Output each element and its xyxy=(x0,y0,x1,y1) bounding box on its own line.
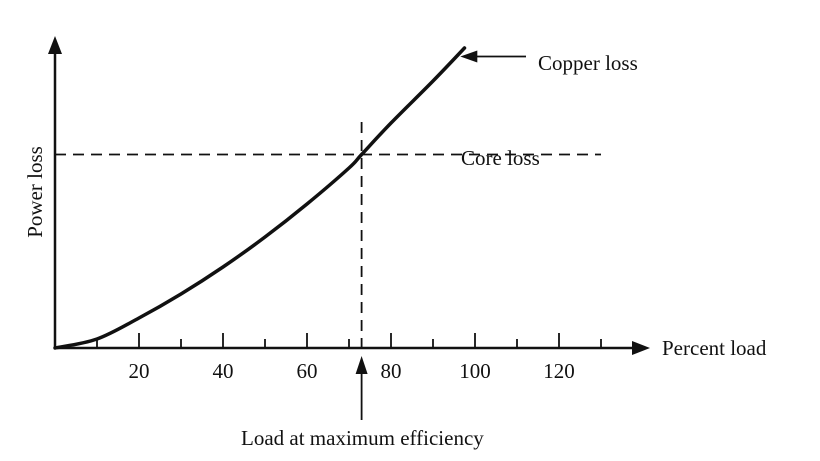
x-tick-label: 20 xyxy=(129,359,150,383)
x-tick-label: 40 xyxy=(213,359,234,383)
x-axis-label: Percent load xyxy=(662,336,767,360)
max-efficiency-arrow-head xyxy=(355,356,368,374)
max-efficiency-label: Load at maximum efficiency xyxy=(241,426,484,450)
x-tick-label: 100 xyxy=(459,359,491,383)
y-axis-label: Power loss xyxy=(23,146,47,238)
x-tick-labels: 20 40 60 80 100 120 xyxy=(129,359,575,383)
x-tick-label: 80 xyxy=(381,359,402,383)
copper-loss-arrow-head xyxy=(460,50,478,63)
x-tick-label: 120 xyxy=(543,359,575,383)
x-ticks xyxy=(96,333,602,348)
copper-loss-label: Copper loss xyxy=(538,51,638,75)
copper-loss-curve xyxy=(53,46,467,350)
x-tick-label: 60 xyxy=(297,359,318,383)
core-loss-label: Core loss xyxy=(461,146,540,170)
y-axis-arrow xyxy=(48,36,62,54)
x-axis-arrow xyxy=(632,341,650,355)
